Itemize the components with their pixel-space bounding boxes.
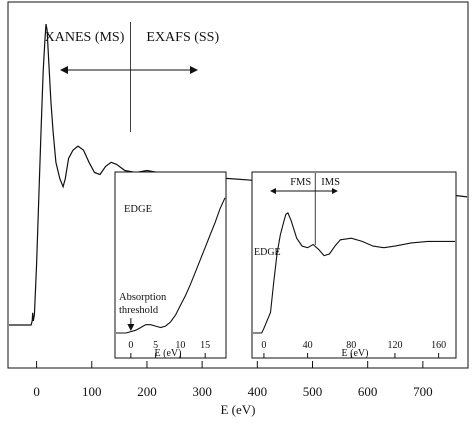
xanes-label: XANES (MS) (45, 30, 125, 45)
inset2-edge-label: EDGE (254, 247, 281, 258)
inset-edge-line (116, 197, 226, 334)
main-x-tick-labels: 0 100 200 300 400 500 600 700 (33, 384, 432, 399)
inset-edge-x-tick-label: 0 (128, 340, 133, 351)
inset-edge-x-tick-label: 5 (153, 340, 158, 351)
main-x-ticks (36, 361, 424, 368)
main-x-tick-label: 600 (358, 384, 378, 399)
inset-edge-frame (114, 171, 227, 359)
fms-arrowhead (270, 188, 276, 194)
inset-fms-ims-x-tick-label: 120 (387, 340, 402, 351)
exafs-arrowhead (190, 66, 198, 74)
inset-fms-ims-x-tick-label: 80 (346, 340, 356, 351)
ims-label: IMS (321, 177, 340, 188)
inset-fms-ims-x-axis-label: E (eV) (342, 348, 369, 359)
inset-fms-ims-x-tick-labels: 0 40 80 120 160 (261, 340, 446, 351)
main-x-axis-label: E (eV) (220, 402, 255, 417)
main-x-tick-label: 700 (413, 384, 433, 399)
inset-edge-x-ticks (130, 353, 206, 358)
absorption-threshold-label-line1: Absorption (119, 292, 167, 303)
inset-edge-x-tick-label: 15 (200, 340, 210, 351)
fms-label: FMS (290, 177, 311, 188)
inset-fms-ims-x-ticks (263, 353, 440, 358)
inset-fms-ims-line (253, 212, 455, 334)
main-x-tick-label: 100 (82, 384, 102, 399)
inset-fms-ims-panel: FMS IMS EDGE 0 40 80 120 160 E (eV) (251, 171, 457, 359)
inset-edge-x-tick-label: 10 (175, 340, 185, 351)
inset-edge-x-tick-labels: 0 5 10 15 (128, 340, 210, 351)
absorption-threshold-arrowhead (127, 324, 135, 331)
main-x-tick-label: 0 (33, 384, 40, 399)
exafs-label: EXAFS (SS) (146, 30, 219, 45)
main-x-tick-label: 400 (248, 384, 268, 399)
absorption-threshold-label-line2: threshold (119, 305, 159, 316)
ims-arrowhead (332, 188, 338, 194)
inset-edge-panel: EDGE Absorption threshold 0 5 10 15 E (eV) (114, 171, 227, 359)
xanes-arrowhead (60, 66, 68, 74)
main-x-tick-label: 200 (137, 384, 157, 399)
inset-fms-ims-x-tick-label: 40 (303, 340, 313, 351)
main-plot-frame (7, 1, 469, 369)
main-x-tick-label: 500 (303, 384, 323, 399)
inset-fms-ims-frame (251, 171, 457, 359)
inset-fms-ims-x-tick-label: 0 (261, 340, 266, 351)
inset-fms-ims-x-tick-label: 160 (431, 340, 446, 351)
inset-edge-title: EDGE (124, 204, 152, 215)
main-x-tick-label: 300 (192, 384, 212, 399)
inset-edge-x-axis-label: E (eV) (155, 348, 182, 359)
